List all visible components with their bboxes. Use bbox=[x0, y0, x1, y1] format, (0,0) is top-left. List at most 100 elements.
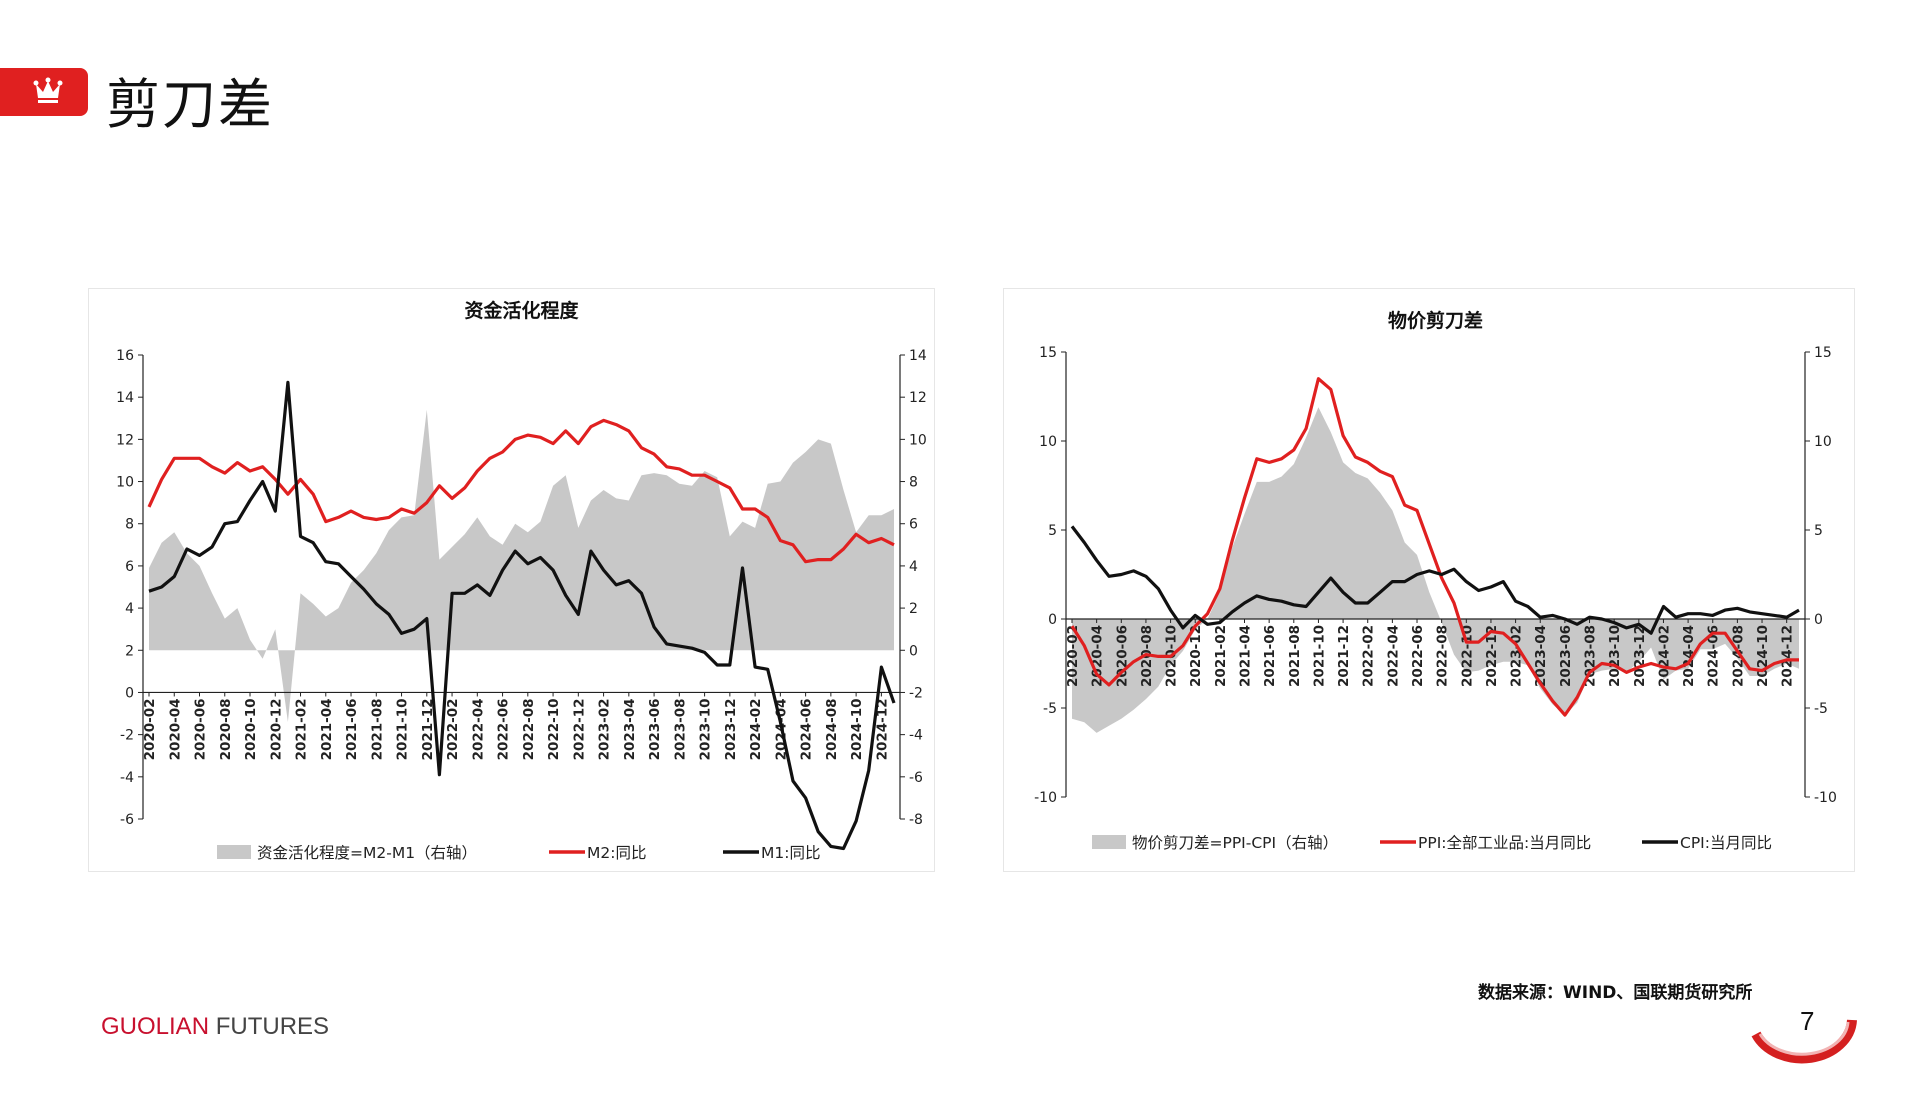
chart-panel-money-activation: 资金活化程度 -6 -4 -2 0 2 4 6 8 10 12 14 16 -8 -6 -4 -2 0 2 4 6 8 10… bbox=[88, 288, 935, 872]
brand-logo-text: GUOLIAN FUTURES bbox=[101, 1013, 329, 1041]
left-y-tick-label: -5 bbox=[1043, 701, 1057, 717]
x-tick-label: 2022-02 bbox=[1361, 625, 1377, 687]
right-y-tick-label: -6 bbox=[909, 770, 923, 786]
left-y-tick-label: -6 bbox=[120, 812, 134, 828]
x-tick-label: 2020-02 bbox=[142, 698, 158, 760]
x-tick-label: 2020-06 bbox=[193, 698, 209, 760]
x-tick-label: 2021-04 bbox=[1238, 625, 1254, 687]
chart-title: 资金活化程度 bbox=[464, 299, 579, 322]
right-y-tick-label: 15 bbox=[1814, 345, 1832, 361]
right-y-tick-label: -8 bbox=[909, 812, 923, 828]
right-y-tick-label: 10 bbox=[909, 432, 927, 448]
left-y-tick-label: 10 bbox=[1039, 434, 1057, 450]
line-series-red bbox=[1070, 377, 1799, 717]
right-y-tick-label: 8 bbox=[909, 475, 918, 491]
page-corner-arc-icon bbox=[1751, 1019, 1857, 1064]
right-y-tick-label: 14 bbox=[909, 348, 927, 364]
x-tick-label: 2022-08 bbox=[1435, 625, 1451, 687]
x-tick-label: 2024-02 bbox=[1656, 625, 1672, 687]
left-y-tick-label: 10 bbox=[116, 475, 134, 491]
x-tick-label: 2023-06 bbox=[1558, 625, 1574, 687]
chart-money-activation: 资金活化程度 -6 -4 -2 0 2 4 6 8 10 12 14 16 -8 -6 -4 -2 0 2 4 6 8 10… bbox=[116, 299, 927, 862]
x-tick-label: 2020-12 bbox=[268, 698, 284, 760]
right-y-tick-label: 10 bbox=[1814, 434, 1832, 450]
left-y-tick-label: -2 bbox=[120, 728, 134, 744]
x-tick-label: 2020-04 bbox=[1090, 625, 1106, 687]
x-tick-label: 2023-04 bbox=[1533, 625, 1549, 687]
left-y-tick-label: 6 bbox=[125, 559, 134, 575]
right-y-tick-label: -4 bbox=[909, 728, 923, 744]
x-tick-label: 2022-12 bbox=[1484, 625, 1500, 687]
legend-label: CPI:当月同比 bbox=[1680, 834, 1772, 852]
chart-price-scissors: 物价剪刀差 -10 -5 0 5 10 15 -10 -5 0 5 10 15 2020-02 2020-0… bbox=[1034, 309, 1837, 852]
header-badge bbox=[0, 68, 88, 116]
brand-name-primary: GUOLIAN bbox=[101, 1013, 210, 1040]
left-y-tick-label: -4 bbox=[120, 770, 134, 786]
area-series-gap bbox=[1072, 407, 1799, 733]
right-y-tick-label: 5 bbox=[1814, 523, 1823, 539]
x-tick-label: 2022-04 bbox=[470, 698, 486, 760]
legend-label: 物价剪刀差=PPI-CPI（右轴） bbox=[1132, 834, 1338, 852]
x-tick-label: 2022-06 bbox=[496, 698, 512, 760]
x-tick-label: 2021-08 bbox=[369, 698, 385, 760]
x-tick-label: 2024-06 bbox=[799, 698, 815, 760]
x-tick-label: 2020-12 bbox=[1188, 625, 1204, 687]
x-tick-label: 2023-12 bbox=[723, 698, 739, 760]
x-tick-label: 2020-04 bbox=[167, 698, 183, 760]
chart-title: 物价剪刀差 bbox=[1388, 309, 1483, 332]
x-tick-label: 2021-06 bbox=[1262, 625, 1278, 687]
right-y-tick-label: -5 bbox=[1814, 701, 1828, 717]
x-tick-label: 2023-06 bbox=[647, 698, 663, 760]
right-y-tick-label: 0 bbox=[1814, 612, 1823, 628]
x-tick-label: 2022-08 bbox=[521, 698, 537, 760]
left-y-tick-label: 2 bbox=[125, 643, 134, 659]
x-tick-label: 2022-10 bbox=[1459, 625, 1475, 687]
x-tick-label: 2021-06 bbox=[344, 698, 360, 760]
page-title: 剪刀差 bbox=[106, 73, 274, 136]
left-y-tick-label: 4 bbox=[125, 601, 134, 617]
x-tick-label: 2023-08 bbox=[1583, 625, 1599, 687]
right-y-tick-label: 4 bbox=[909, 559, 918, 575]
x-tick-label: 2024-10 bbox=[849, 698, 865, 760]
crown-icon bbox=[33, 77, 63, 103]
legend-swatch-area bbox=[217, 845, 251, 859]
x-tick-label: 2020-08 bbox=[218, 698, 234, 760]
x-tick-label: 2024-12 bbox=[1780, 625, 1796, 687]
right-y-tick-label: 2 bbox=[909, 601, 918, 617]
brand-name-secondary: FUTURES bbox=[215, 1013, 330, 1040]
x-tick-label: 2020-10 bbox=[243, 698, 259, 760]
left-y-tick-label: 14 bbox=[116, 390, 134, 406]
legend-label: PPI:全部工业品:当月同比 bbox=[1418, 834, 1591, 852]
x-tick-label: 2022-12 bbox=[571, 698, 587, 760]
x-tick-label: 2024-02 bbox=[748, 698, 764, 760]
x-tick-label: 2021-10 bbox=[1311, 625, 1327, 687]
left-y-tick-label: 0 bbox=[125, 685, 134, 701]
x-tick-label: 2023-10 bbox=[1607, 625, 1623, 687]
x-tick-label: 2023-04 bbox=[622, 698, 638, 760]
left-y-tick-label: 15 bbox=[1039, 345, 1057, 361]
x-tick-label: 2024-08 bbox=[824, 698, 840, 760]
legend-label: M2:同比 bbox=[587, 844, 646, 862]
right-y-tick-label: -2 bbox=[909, 685, 923, 701]
line-series-black bbox=[148, 380, 896, 851]
x-tick-label: 2021-02 bbox=[1213, 625, 1229, 687]
x-tick-label: 2022-10 bbox=[546, 698, 562, 760]
legend-label: M1:同比 bbox=[761, 844, 820, 862]
left-y-tick-label: 5 bbox=[1048, 523, 1057, 539]
x-tick-label: 2022-06 bbox=[1410, 625, 1426, 687]
right-y-tick-label: -10 bbox=[1814, 790, 1837, 806]
x-tick-label: 2024-10 bbox=[1755, 625, 1771, 687]
x-tick-label: 2023-10 bbox=[698, 698, 714, 760]
x-tick-label: 2024-08 bbox=[1730, 625, 1746, 687]
legend-swatch-area bbox=[1092, 835, 1126, 849]
left-y-tick-label: 0 bbox=[1048, 612, 1057, 628]
left-y-tick-label: 12 bbox=[116, 432, 134, 448]
x-tick-label: 2020-06 bbox=[1114, 625, 1130, 687]
left-y-tick-label: 8 bbox=[125, 517, 134, 533]
x-tick-label: 2024-06 bbox=[1706, 625, 1722, 687]
x-tick-label: 2021-08 bbox=[1287, 625, 1303, 687]
x-tick-label: 2023-12 bbox=[1632, 625, 1648, 687]
page-number: 7 bbox=[1800, 1006, 1815, 1036]
line-series-black bbox=[1070, 525, 1800, 635]
x-tick-label: 2024-12 bbox=[874, 698, 890, 760]
